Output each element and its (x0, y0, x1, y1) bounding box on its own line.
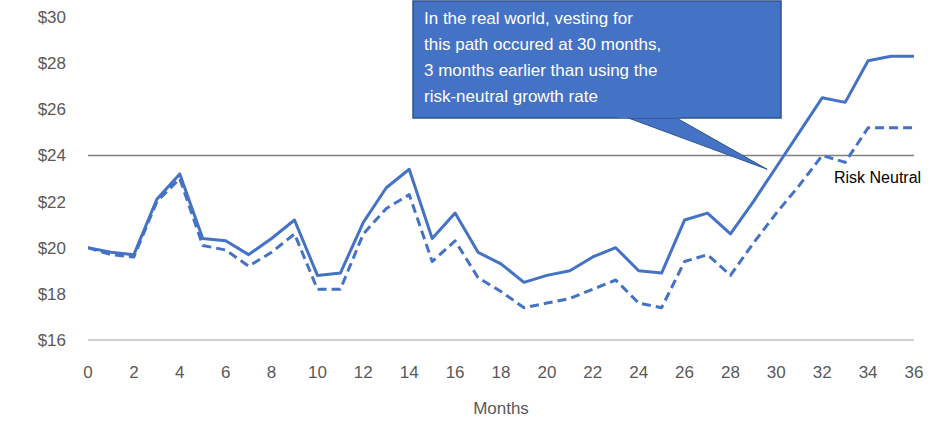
x-tick-label: 28 (721, 363, 740, 382)
x-tick-label: 36 (905, 363, 924, 382)
plot-area (88, 56, 914, 307)
series-line (88, 56, 914, 282)
x-tick-label: 32 (813, 363, 832, 382)
annotation-text: 3 months earlier than using the (424, 61, 657, 80)
x-tick-label: 12 (354, 363, 373, 382)
x-tick-label: 20 (537, 363, 556, 382)
x-tick-label: 22 (583, 363, 602, 382)
x-tick-label: 30 (767, 363, 786, 382)
x-tick-label: 16 (446, 363, 465, 382)
chart: $16$18$20$22$24$26$28$300246810121416182… (0, 0, 936, 444)
x-tick-label: 26 (675, 363, 694, 382)
x-tick-label: 34 (859, 363, 878, 382)
y-tick-label: $26 (38, 100, 66, 119)
y-tick-label: $18 (38, 285, 66, 304)
y-tick-label: $28 (38, 54, 66, 73)
x-tick-label: 0 (83, 363, 92, 382)
x-tick-label: 14 (400, 363, 419, 382)
x-tick-label: 8 (267, 363, 276, 382)
x-tick-label: 18 (492, 363, 511, 382)
y-tick-label: $30 (38, 8, 66, 27)
annotation-text: this path occured at 30 months, (424, 35, 661, 54)
x-tick-label: 4 (175, 363, 184, 382)
series-line (88, 128, 914, 308)
y-tick-label: $20 (38, 239, 66, 258)
x-axis-line (88, 339, 914, 341)
x-tick-label: 2 (129, 363, 138, 382)
annotation-text: In the real world, vesting for (424, 9, 633, 28)
x-axis-label: Months (473, 399, 529, 418)
y-tick-label: $22 (38, 193, 66, 212)
y-tick-label: $16 (38, 331, 66, 350)
callout-pointer (623, 116, 767, 169)
x-tick-label: 6 (221, 363, 230, 382)
callout-box (413, 1, 781, 118)
barrier-line (88, 155, 914, 157)
series-label: Risk Neutral (834, 169, 921, 186)
callout-join (618, 114, 678, 118)
x-tick-label: 10 (308, 363, 327, 382)
y-tick-label: $24 (38, 146, 66, 165)
x-tick-label: 24 (629, 363, 648, 382)
annotation-text: risk-neutral growth rate (424, 87, 598, 106)
